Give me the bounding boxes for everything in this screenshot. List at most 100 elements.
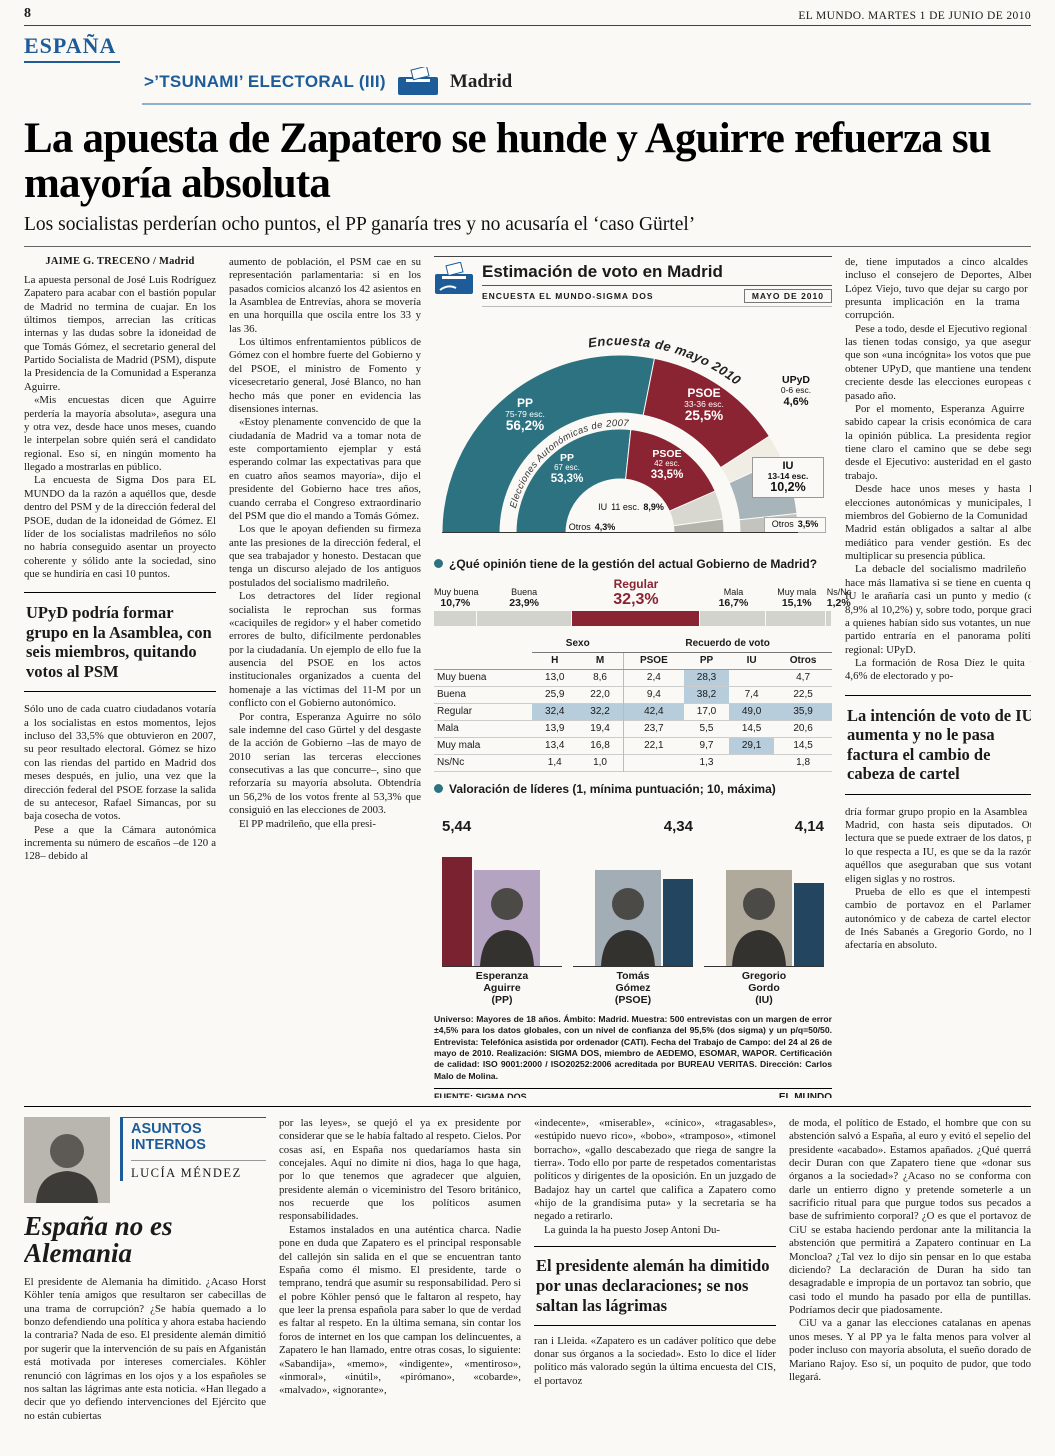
headline: La apuesta de Zapatero se hunde y Aguirr… [24,115,992,207]
table-col-H: H [532,652,578,670]
table-row: Ns/Nc 1,4 1,0 1,3 1,8 [434,754,832,772]
ballot-box-icon [396,67,440,97]
table-cell: 32,2 [577,703,624,721]
table-cell: 22,1 [622,737,684,755]
table-row: Buena 25,9 22,0 9,4 38,2 7,4 22,5 [434,686,832,704]
donut-label-psoe-2007: PSOE 42 esc. 33,5% [650,447,684,482]
table-cell: 7,4 [744,689,759,701]
table-cell: 49,0 [729,703,775,721]
table-cell: 42,4 [622,703,684,721]
table-cell: 8,6 [593,672,607,684]
paragraph: Pese a todo, desde el Ejecutivo regional… [845,322,1031,402]
paragraph: dría formar grupo propio en la Asamblea … [845,805,1031,885]
leader-bar [794,882,824,966]
donut-label-iu-2010: IU 13-14 esc. 10,2% [752,456,824,499]
table-cell: 17,0 [696,706,717,718]
column-2-text: aumento de población, el PSM cae en su r… [229,256,421,831]
bullet-icon [434,784,443,794]
donut-label-psoe-2010: PSOE 33-36 esc. 25,5% [684,385,724,424]
paragraph: de moda, el político de Estado, el hombr… [789,1116,1031,1317]
leader-score: 5,44 [442,817,472,835]
kicker-row: >’TSUNAMI’ ELECTORAL (III) Madrid [142,63,1031,105]
table-cell: 35,9 [774,703,832,721]
opinion-crosstab-table: Sexo Recuerdo de voto H M PSOE PP IU Otros Muy b… [434,635,832,772]
opinion-text-d: de moda, el político de Estado, el hombr… [789,1117,1031,1385]
table-cell: 23,7 [622,720,684,738]
paragraph: Pese a que la Cámara autonómica incremen… [24,823,216,863]
table-col-PP: PP [683,652,730,670]
table-cell: 32,4 [532,703,578,721]
donut-label-otros-2010: Otros 3,5% [764,516,826,533]
paragraph: La encuesta de Sigma Dos para EL MUNDO d… [24,474,216,581]
kicker-series: >’TSUNAMI’ ELECTORAL (III) [144,72,386,91]
leader-name: Esperanza Aguirre (PP) [475,969,529,1006]
table-cell: 1,3 [699,757,714,769]
donut-segment-pp-2010 [441,354,656,534]
brand-credit: EL MUNDO [778,1091,832,1098]
bar-segment-ns-nc [826,610,831,626]
column-1-text: La apuesta personal de José Luis Rodrígu… [24,274,216,582]
vote-estimation-chart: Encuesta de mayo 2010 Elecciones Autonóm… [434,311,832,547]
table-cell: 9,7 [699,740,714,752]
paragraph: El presidente de Alemania ha dimitido. ¿… [24,1275,266,1422]
table-cell: 38,2 [683,686,730,704]
leader-name: Gregorio Gordo (IU) [741,969,787,1006]
paragraph: CiU va a ganar las elecciones catalanas … [789,1317,1031,1383]
opinion-question-row: ¿Qué opinión tiene de la gestión del act… [434,557,832,571]
opinion-label-ns-nc: Ns/Nc 1,2% [826,586,852,609]
opinion-text-a: El presidente de Alemania ha dimitido. ¿… [24,1276,266,1423]
paragraph: por las leyes», se quejó el ya ex presid… [279,1116,521,1223]
opinion-column-c: «indecente», «miserable», «cínico», «tra… [534,1117,776,1456]
table-cell: 19,4 [590,723,610,735]
opinion-stacked-bar [434,610,832,626]
table-cell: 25,9 [545,689,565,701]
article-column-3: de, tiene imputados a cinco alcaldes e i… [845,256,1031,1098]
donut-segment-otros-2007 [672,518,725,534]
donut-label-pp-2007: PP 67 esc. 53,3% [550,451,584,486]
table-cell [622,754,684,772]
opinion-pullquote: El presidente alemán ha dimitido por una… [534,1246,776,1326]
donut-label-upyd-2010: UPyD 0-6 esc. 4,6% [780,373,812,408]
paragraph: La apuesta personal de José Luis Rodrígu… [24,273,216,393]
table-cell: 28,3 [683,669,730,687]
column-1-text-2: Sólo uno de cada cuatro ciudadanos votar… [24,703,216,864]
opinion-column-b: por las leyes», se quejó el ya ex presid… [279,1117,521,1456]
paragraph: El PP madrileño, que ella presi- [239,817,376,830]
table-row: Muy mala 13,4 16,8 22,1 9,7 29,1 14,5 [434,737,832,755]
paragraph: Los detractores del líder regional socia… [229,590,421,710]
leaders-title-row: Valoración de líderes (1, mínima puntuac… [434,782,832,796]
table-cell: 13,0 [545,672,565,684]
paragraph: «indecente», «miserable», «cínico», «tra… [534,1116,776,1223]
paragraph: Por contra, Esperanza Aguirre no sólo sa… [229,710,421,817]
paragraph: de, tiene imputados a cinco alcaldes e i… [845,255,1031,322]
methodology-note: Universo: Mayores de 18 años. Ámbito: Ma… [434,1013,832,1081]
table-col-Otros: Otros [774,652,832,670]
section-row: ESPAÑA [24,26,1031,63]
opinion-bar-labels: Muy buena 10,7% Buena 23,9% Regular 32,3% Mala… [434,575,852,609]
paragraph: ran i Lleida. «Zapatero es un cadáver po… [534,1334,776,1387]
leader-gordo: 4,14 Gregorio Gordo (IU) [704,804,824,1006]
paragraph: Los que le apoyan defienden su firmeza a… [229,523,421,589]
paragraph: La guinda la ha puesto Josep Antoni Du- [544,1223,721,1236]
bar-segment-regular [571,610,699,626]
table-cell: 16,8 [590,740,610,752]
masthead-bar: 8 EL MUNDO. MARTES 1 DE JUNIO DE 2010 [24,6,1031,26]
opinion-text-b: por las leyes», se quejó el ya ex presid… [279,1117,521,1398]
table-row: Muy buena 13,0 8,6 2,4 28,3 4,7 [434,669,832,687]
table-cell: 29,1 [729,737,775,755]
paragraph: La debacle del socialismo madrileño se h… [845,563,1031,656]
table-cell: 1,8 [796,757,811,769]
bar-segment-muy-buena [434,610,476,626]
infographic: Estimación de voto en Madrid ENCUESTA EL… [434,255,852,1098]
table-cell [729,669,774,686]
opinion-column-a: ASUNTOS INTERNOS LUCÍA MÉNDEZ España no … [24,1116,266,1456]
table-cell: 14,5 [741,723,762,735]
article-column-1: JAIME G. TRECEÑO / Madrid La apuesta per… [24,256,216,1098]
paragraph: Por el momento, Esperanza Aguirre ha sab… [845,402,1031,482]
author-photo [24,1116,110,1203]
paragraph: «Estoy plenamente convencido de que la c… [229,416,421,522]
ballot-box-icon-graphic [434,261,474,301]
section-label: ESPAÑA [24,29,121,63]
column-3-text: de, tiene imputados a cinco alcaldes e i… [845,256,1031,684]
table-cell: 1,4 [547,757,562,769]
